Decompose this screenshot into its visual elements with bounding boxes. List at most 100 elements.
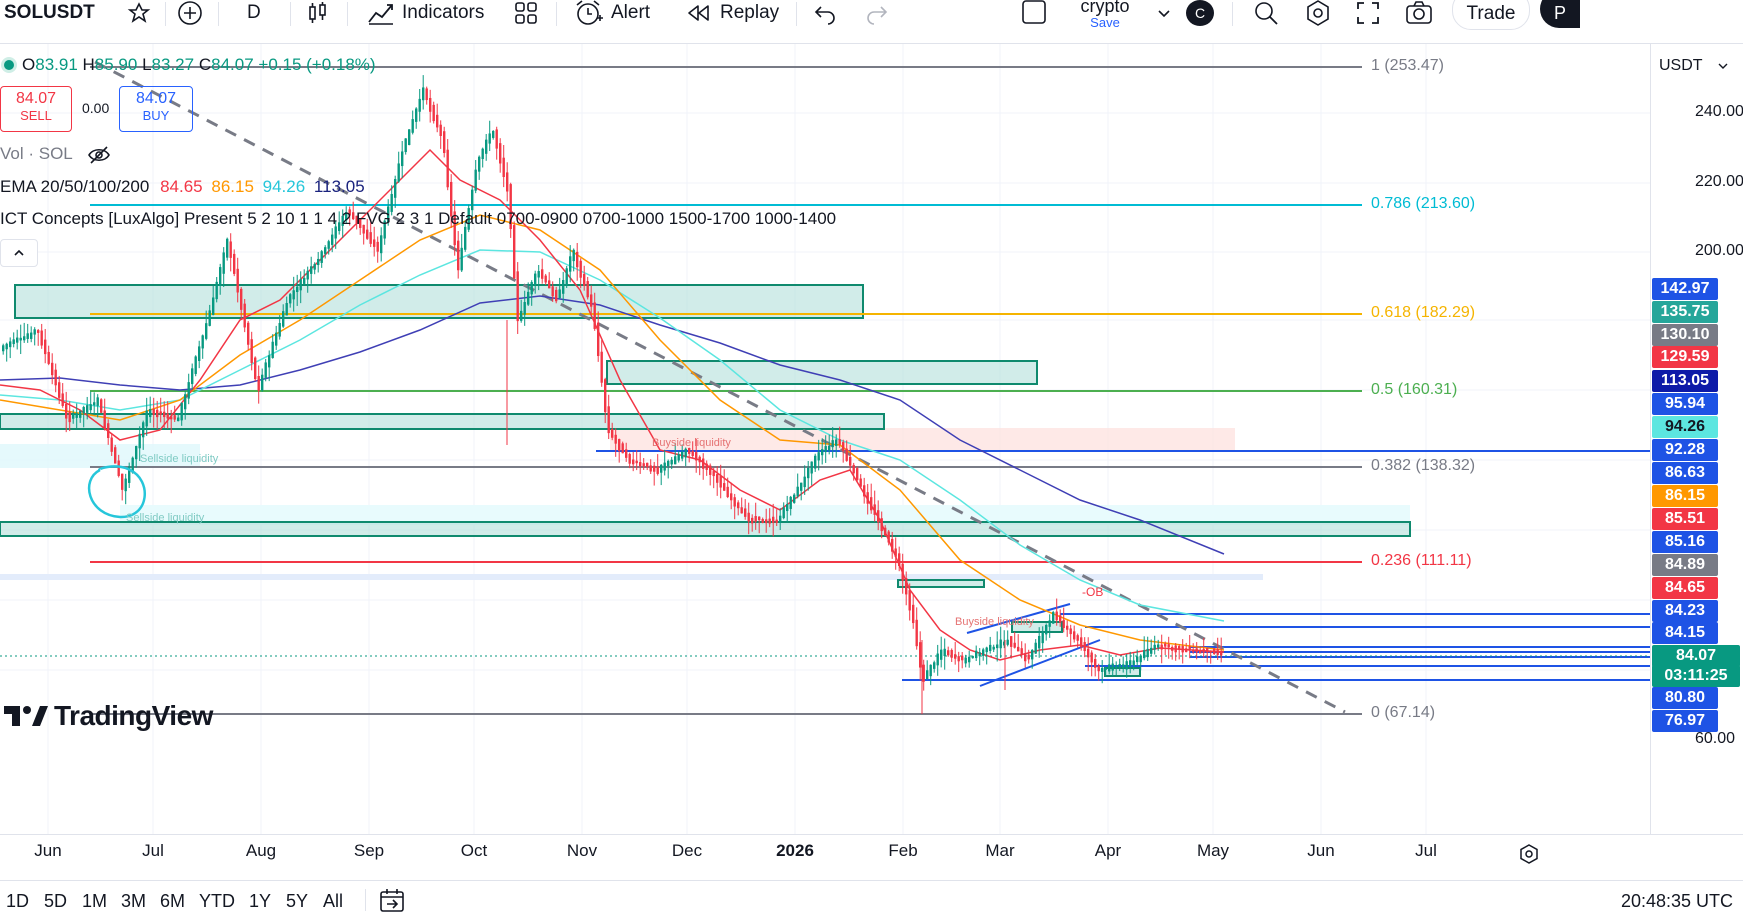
candle-body: [450, 181, 453, 217]
range-button-1y[interactable]: 1Y: [249, 891, 272, 911]
tradingview-logo[interactable]: TradingView: [4, 700, 213, 732]
candle-body: [523, 302, 526, 315]
candle-body: [551, 286, 554, 297]
indicators-button[interactable]: Indicators: [366, 0, 484, 26]
sellside-label-2: Sellside liquidity: [126, 512, 205, 524]
candle-body: [9, 341, 12, 348]
add-symbol-button[interactable]: [126, 0, 152, 26]
candle-body: [1164, 643, 1167, 647]
price-badge: 95.94: [1652, 393, 1718, 415]
quick-search-button[interactable]: [1252, 0, 1280, 26]
currency-select[interactable]: USDT: [1657, 50, 1735, 82]
chart-type-button[interactable]: [305, 0, 331, 26]
candle-body: [1118, 664, 1121, 668]
candle-body: [621, 443, 624, 454]
range-button-5d[interactable]: 5D: [44, 891, 68, 911]
buy-button[interactable]: 84.07 BUY: [119, 86, 193, 132]
layout-menu-button[interactable]: [1156, 0, 1172, 26]
candle-body: [152, 408, 155, 415]
candle-body: [40, 330, 43, 346]
snapshot-button[interactable]: [1404, 0, 1434, 26]
currency-label: USDT: [1659, 57, 1703, 74]
fullscreen-button[interactable]: [1354, 0, 1382, 26]
redo-button[interactable]: [864, 0, 890, 26]
range-button-3m[interactable]: 3M: [121, 891, 147, 911]
undo-button[interactable]: [812, 0, 838, 26]
interval-button[interactable]: D: [247, 0, 261, 26]
price-chart[interactable]: [0, 44, 1650, 834]
range-button-1m[interactable]: 1M: [82, 891, 108, 911]
candle-body: [1062, 619, 1065, 629]
templates-button[interactable]: [512, 0, 540, 26]
time-label: Aug: [245, 841, 277, 860]
alert-button[interactable]: Alert: [573, 0, 650, 26]
volume-legend[interactable]: Vol · SOL: [0, 144, 111, 165]
candle-body: [1038, 635, 1041, 649]
interval-label: D: [247, 2, 261, 23]
compare-button[interactable]: [176, 0, 204, 26]
layout-name-button[interactable]: crypto Save: [1070, 0, 1140, 30]
range-button-ytd[interactable]: YTD: [199, 891, 235, 911]
replay-button[interactable]: Replay: [684, 0, 779, 26]
candle-body: [796, 486, 799, 497]
range-button-6m[interactable]: 6M: [160, 891, 186, 911]
candle-body: [1195, 648, 1198, 653]
candle-body: [1108, 664, 1111, 672]
candle-body: [425, 88, 428, 101]
candle-body: [905, 578, 908, 595]
symbol-search[interactable]: SOLUSDT: [4, 0, 95, 26]
plus-circle-icon: [176, 0, 204, 27]
chart-pane[interactable]: Buyside liquidity Buyside liquidity Sell…: [0, 44, 1650, 834]
candle-body: [58, 382, 61, 398]
candle-body: [205, 323, 208, 339]
search-icon: [1252, 0, 1280, 27]
open-value: 83.91: [35, 55, 78, 74]
candle-body: [1167, 644, 1170, 648]
candle-body: [44, 339, 47, 355]
avatar[interactable]: C: [1186, 0, 1214, 26]
candlesticks: [2, 75, 1223, 714]
publish-button[interactable]: P: [1540, 0, 1580, 28]
candle-body: [51, 362, 54, 376]
candles-icon: [305, 0, 331, 26]
settings-button[interactable]: [1304, 0, 1332, 26]
candle-body: [1150, 647, 1153, 654]
settings-button-axis[interactable]: [1518, 843, 1540, 870]
candle-body: [1209, 651, 1212, 653]
ict-legend[interactable]: ICT Concepts [LuxAlgo] Present 5 2 10 1 …: [0, 209, 836, 229]
candle-body: [957, 656, 960, 662]
time-label: Apr: [1094, 841, 1122, 860]
candle-body: [544, 275, 547, 283]
range-button-1d[interactable]: 1D: [6, 891, 30, 911]
date-range-button[interactable]: [378, 887, 406, 920]
layout-button[interactable]: [1020, 0, 1048, 26]
candle-body: [187, 382, 190, 399]
range-button-all[interactable]: All: [323, 891, 344, 911]
ema-100-value: 94.26: [262, 177, 306, 196]
eye-off-icon[interactable]: [87, 145, 111, 165]
time-axis[interactable]: Jun Jul Aug Sep Oct Nov Dec 2026 Feb Mar Apr May Jun…: [0, 834, 1743, 881]
candle-body: [219, 267, 222, 286]
candle-body: [856, 468, 859, 481]
utc-clock[interactable]: 20:48:35 UTC: [1620, 891, 1733, 911]
ema-legend[interactable]: EMA 20/50/100/200 84.65 86.15 94.26 113.…: [0, 177, 365, 197]
square-icon: [1020, 0, 1048, 26]
candle-body: [922, 664, 925, 682]
candle-body: [446, 149, 449, 188]
candle-body: [1122, 664, 1125, 668]
candle-body: [159, 411, 162, 415]
candle-body: [166, 413, 169, 419]
candle-body: [583, 273, 586, 286]
sell-button[interactable]: 84.07 SELL: [0, 86, 72, 132]
candle-body: [548, 280, 551, 289]
candle-body: [366, 229, 369, 239]
collapse-legend-button[interactable]: [0, 239, 38, 267]
trade-button[interactable]: Trade: [1452, 0, 1530, 30]
candle-body: [313, 263, 316, 270]
candle-body: [1024, 653, 1027, 662]
candle-body: [86, 405, 89, 413]
candle-body: [898, 553, 901, 567]
candle-body: [527, 291, 530, 305]
candle-body: [936, 653, 939, 666]
range-button-5y[interactable]: 5Y: [286, 891, 309, 911]
